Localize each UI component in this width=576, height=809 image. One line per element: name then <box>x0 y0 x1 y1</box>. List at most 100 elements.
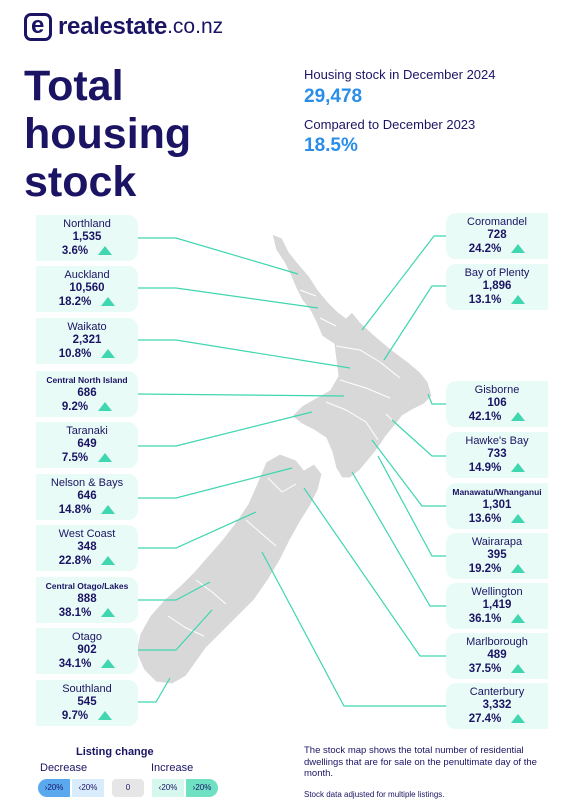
region-stock: 902 <box>77 644 97 656</box>
leader-northland <box>138 237 299 275</box>
footnote: The stock map shows the total number of … <box>304 745 537 779</box>
south-island <box>135 453 323 685</box>
region-name: Bay of Plenty <box>464 267 530 279</box>
region-stock: 3,332 <box>482 699 512 711</box>
region-change: 7.5% <box>61 452 89 464</box>
increase-arrow-icon <box>511 412 526 421</box>
increase-arrow-icon <box>511 564 526 573</box>
region-change: 34.1% <box>58 658 92 670</box>
leader-wairarapa <box>377 455 446 557</box>
legend-scale-item: 0 <box>112 779 144 797</box>
footnote-adjusted: Stock data adjusted for multiple listing… <box>304 790 445 799</box>
leader-otago <box>138 609 213 651</box>
region-stock: 686 <box>77 387 97 399</box>
region-change: 42.1% <box>468 411 502 423</box>
region-change: 14.8% <box>58 504 92 516</box>
region-change: 9.2% <box>61 401 89 413</box>
region-card-hawke-s-bay: Hawke's Bay 733 14.9% <box>446 432 548 478</box>
leader-gisborne <box>427 393 446 405</box>
legend-scale-item: ›20% <box>186 779 218 797</box>
region-change: 13.6% <box>468 513 502 525</box>
increase-arrow-icon <box>511 295 526 304</box>
region-card-otago: Otago 902 34.1% <box>36 628 138 674</box>
stewart-island <box>174 646 186 664</box>
region-card-wairarapa: Wairarapa 395 19.2% <box>446 533 548 579</box>
region-name: Nelson & Bays <box>50 477 124 489</box>
region-stock: 1,896 <box>482 280 512 292</box>
legend-scale-item: ›20% <box>38 779 70 797</box>
region-card-canterbury: Canterbury 3,332 27.4% <box>446 683 548 729</box>
increase-arrow-icon <box>101 505 116 514</box>
region-stock: 10,560 <box>69 282 105 294</box>
region-card-manawatu-whanganui: Manawatu/Whanganui 1,301 13.6% <box>446 483 548 529</box>
region-change: 3.6% <box>61 245 89 257</box>
leader-waikato <box>138 339 351 369</box>
region-card-coromandel: Coromandel 728 24.2% <box>446 213 548 259</box>
region-stock: 728 <box>487 229 507 241</box>
region-name: Otago <box>72 631 102 643</box>
region-stock: 888 <box>77 593 97 605</box>
increase-arrow-icon <box>98 711 113 720</box>
region-card-southland: Southland 545 9.7% <box>36 680 138 726</box>
leader-southland <box>138 677 171 703</box>
increase-arrow-icon <box>511 714 526 723</box>
leader-cni <box>137 393 345 397</box>
region-name: Southland <box>62 683 112 695</box>
logo-icon <box>24 12 52 41</box>
region-name: Canterbury <box>469 686 525 698</box>
increase-arrow-icon <box>98 246 113 255</box>
region-change: 18.2% <box>58 296 92 308</box>
region-name: West Coast <box>58 528 116 540</box>
leader-bop <box>383 285 446 361</box>
compare-label: Compared to December 2023 <box>304 117 476 132</box>
region-change: 24.2% <box>468 243 502 255</box>
region-name: Gisborne <box>474 384 520 396</box>
region-card-marlborough: Marlborough 489 37.5% <box>446 633 548 679</box>
increase-arrow-icon <box>101 556 116 565</box>
region-stock: 1,535 <box>72 231 102 243</box>
region-name: Northland <box>63 218 111 230</box>
region-change: 36.1% <box>468 613 502 625</box>
region-name: Hawke's Bay <box>465 435 529 447</box>
leader-hawkesbay <box>391 419 446 457</box>
legend-scale: ›20% ‹20% 0 ‹20% ›20% <box>38 779 218 797</box>
leader-lines <box>137 235 446 707</box>
legend-scale-item: ‹20% <box>72 779 104 797</box>
leader-marlborough <box>303 487 446 657</box>
region-change: 19.2% <box>468 563 502 575</box>
legend-increase-label: Increase <box>151 762 194 774</box>
region-change: 22.8% <box>58 555 92 567</box>
leader-auckland <box>138 287 319 309</box>
region-name: Central North Island <box>46 375 128 385</box>
region-change: 10.8% <box>58 348 92 360</box>
leader-manawatu <box>371 439 446 507</box>
leader-westcoast <box>138 511 257 549</box>
region-card-taranaki: Taranaki 649 7.5% <box>36 422 138 468</box>
region-name: Coromandel <box>467 216 527 228</box>
region-stock: 348 <box>77 541 97 553</box>
increase-arrow-icon <box>511 664 526 673</box>
leader-wellington <box>351 471 446 607</box>
region-card-central-otago-lakes: Central Otago/Lakes 888 38.1% <box>36 577 138 623</box>
region-card-northland: Northland 1,535 3.6% <box>36 215 138 261</box>
brand-tld: .co.nz <box>167 15 224 38</box>
leader-cotago <box>138 581 211 601</box>
compare-value: 18.5% <box>304 135 358 156</box>
region-stock: 545 <box>77 696 97 708</box>
region-name: Wellington <box>471 586 523 598</box>
region-change: 27.4% <box>468 713 502 725</box>
legend-scale-item: ‹20% <box>152 779 184 797</box>
increase-arrow-icon <box>511 463 526 472</box>
brand-name: realestate <box>58 13 168 40</box>
south-island-shape <box>135 453 323 685</box>
region-card-nelson-bays: Nelson & Bays 646 14.8% <box>36 474 138 520</box>
region-name: Taranaki <box>66 425 108 437</box>
leader-nelson <box>138 467 293 499</box>
page-title: Total housing stock <box>24 62 192 206</box>
region-card-waikato: Waikato 2,321 10.8% <box>36 318 138 364</box>
region-card-gisborne: Gisborne 106 42.1% <box>446 381 548 427</box>
north-island <box>271 233 433 479</box>
increase-arrow-icon <box>511 614 526 623</box>
increase-arrow-icon <box>511 514 526 523</box>
region-stock: 1,301 <box>482 499 512 511</box>
